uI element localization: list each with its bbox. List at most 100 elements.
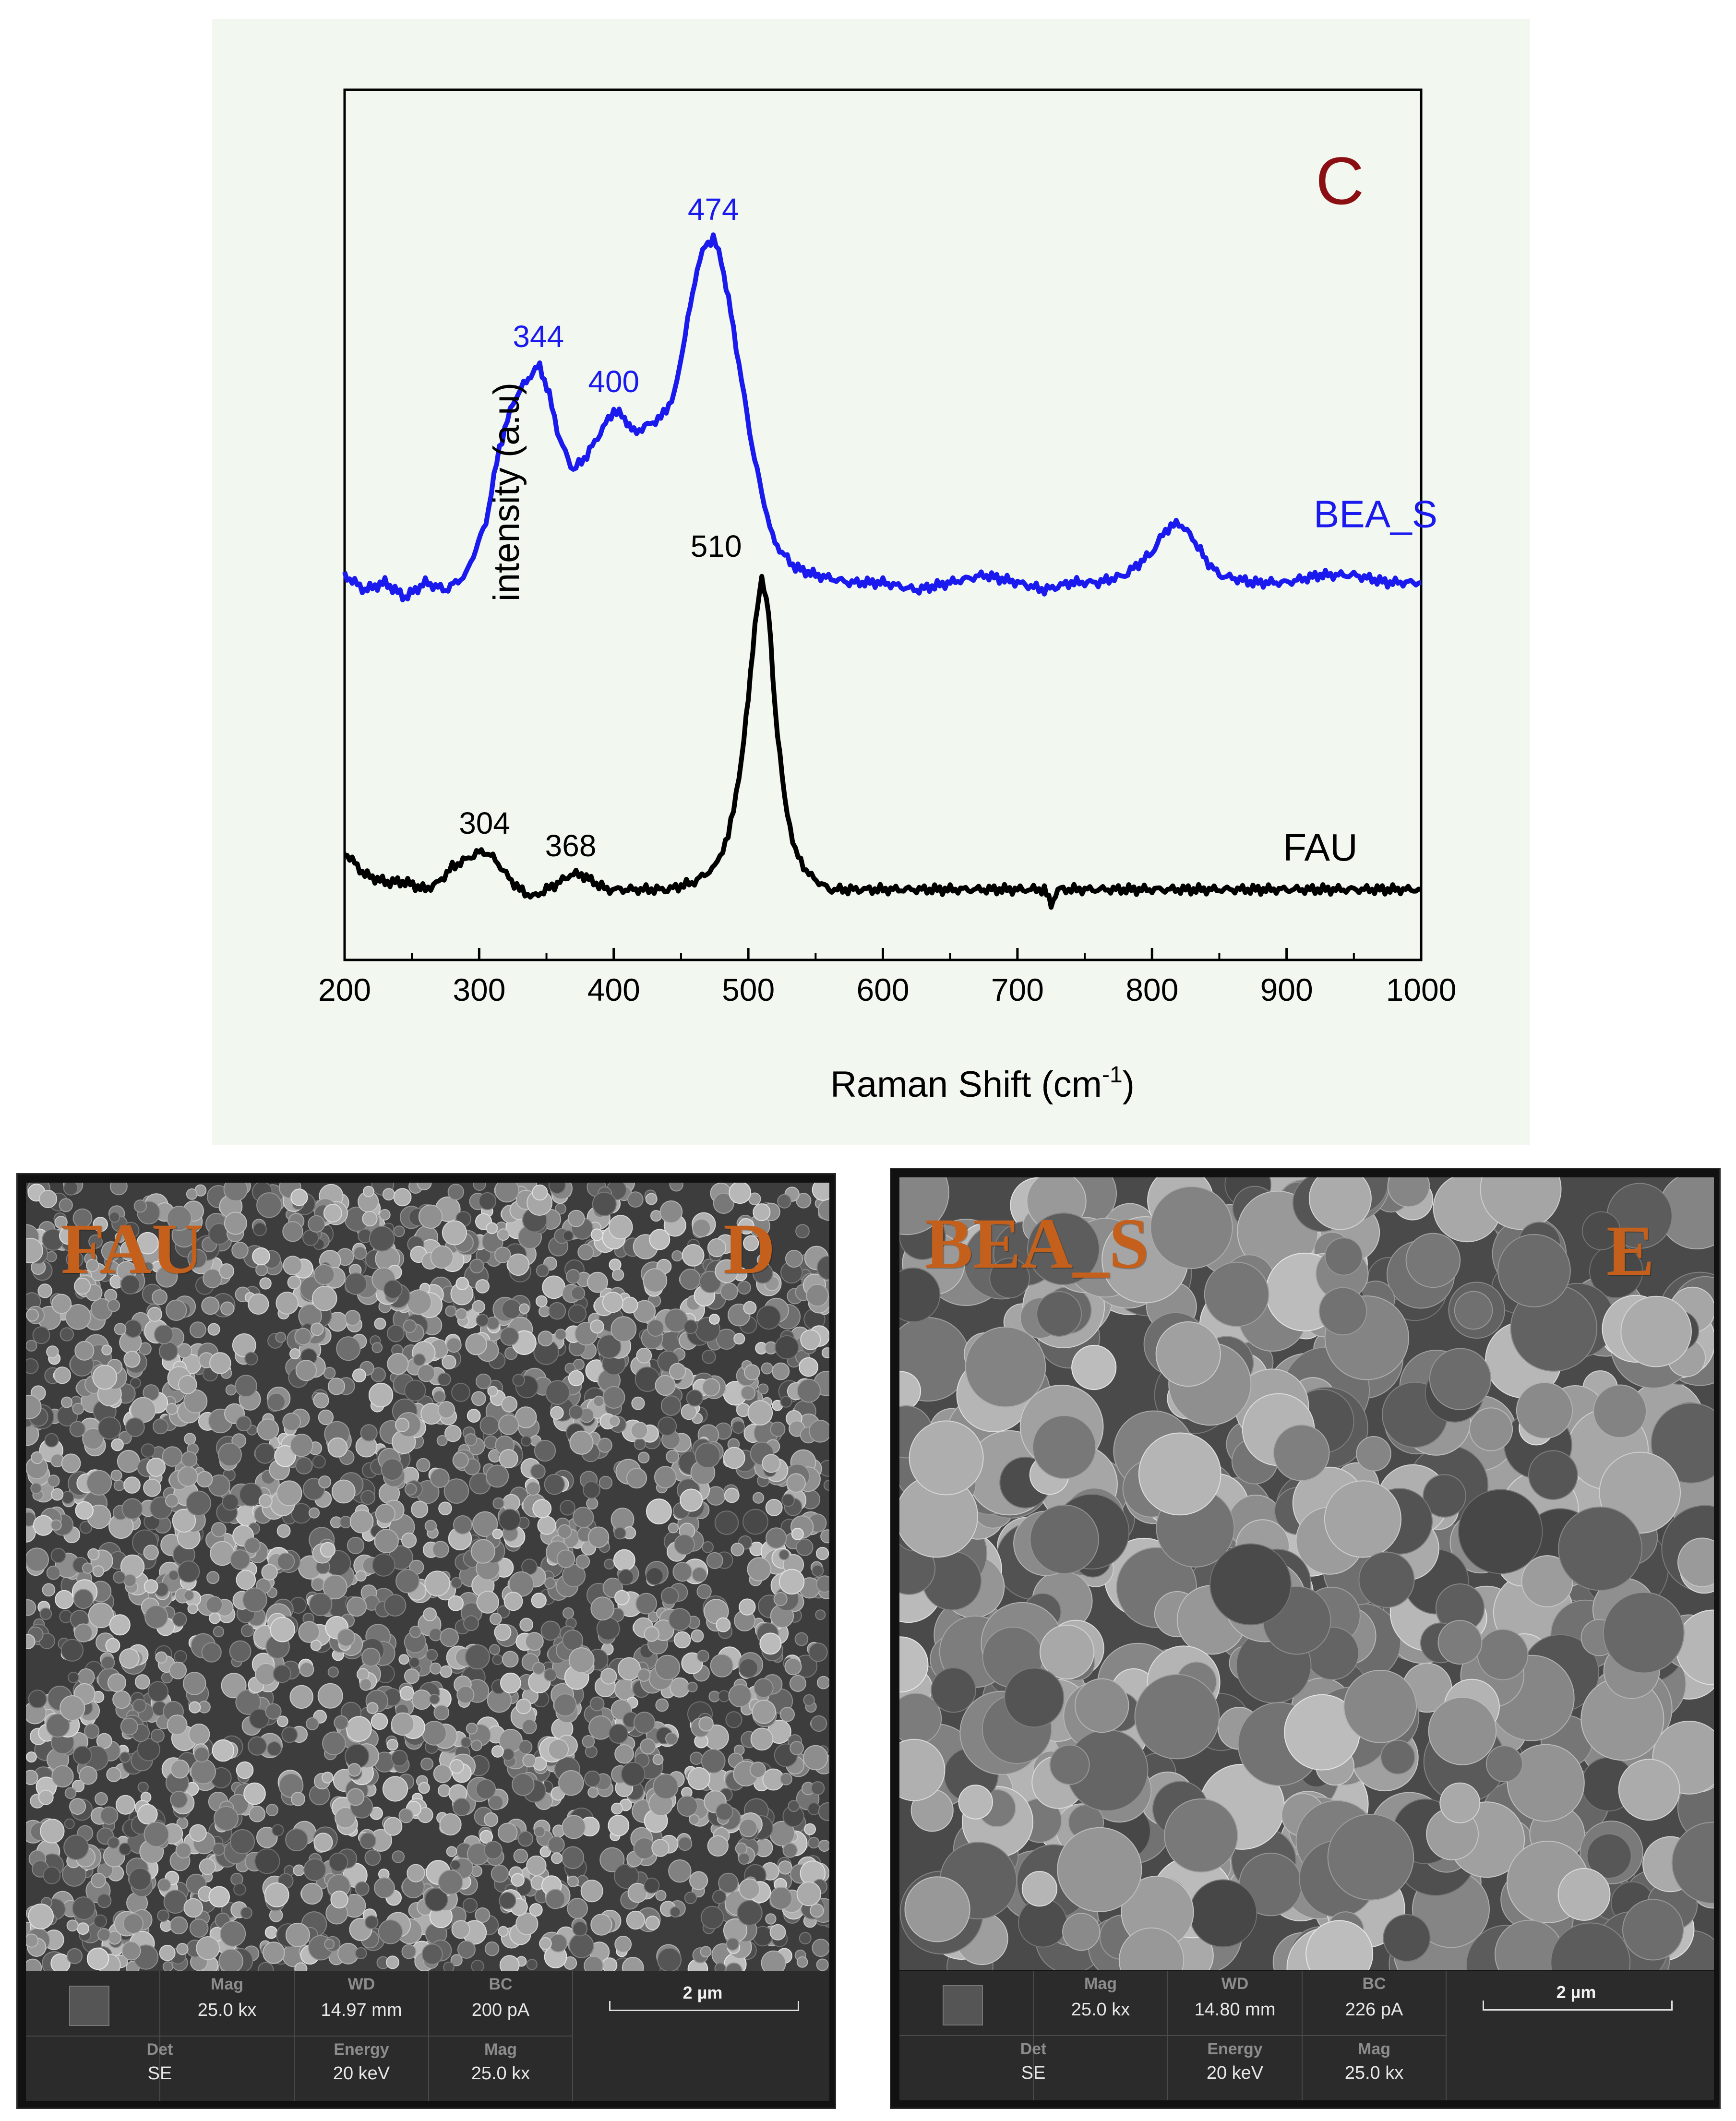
sem-particle [243, 1782, 266, 1805]
sem-particle [183, 1590, 195, 1601]
sem-particle [443, 1478, 469, 1504]
sem-particle [702, 1378, 720, 1397]
sem-particle [668, 1522, 679, 1534]
sem-particle [327, 1437, 348, 1458]
sem-particle [668, 1859, 692, 1883]
sem-particle [324, 1939, 335, 1950]
sem-particle [452, 1797, 471, 1817]
sem-particle [498, 1926, 509, 1937]
sem-particle [256, 1826, 278, 1848]
sem-particle [818, 1839, 829, 1852]
sem-particle [404, 1483, 417, 1496]
sem-particle [422, 1721, 447, 1746]
sem-particle [511, 1873, 525, 1887]
sem-particle [464, 1433, 478, 1446]
sem-particle [378, 1919, 403, 1944]
sem-particle [484, 1841, 503, 1859]
sem-particle [123, 1476, 141, 1494]
detector-logo-icon [943, 1985, 983, 2025]
sem-particle [220, 1301, 235, 1316]
sem-particle [707, 1238, 727, 1258]
sem-particle [617, 1657, 641, 1681]
sem-particle [233, 1883, 246, 1896]
sem-particle [323, 1574, 347, 1600]
sem-particle [423, 1607, 437, 1621]
sem-particle [275, 1331, 287, 1343]
sem-particle [563, 1607, 574, 1619]
sem-particle [205, 1596, 223, 1614]
sem-particle [133, 1199, 147, 1213]
sem-particle [556, 1549, 575, 1568]
sem-particle [1528, 1450, 1578, 1500]
sem-particle [611, 1802, 623, 1815]
sem-particle [753, 1492, 765, 1504]
sem-particle [264, 1882, 289, 1907]
sem-particle [382, 1776, 408, 1802]
sem-particle [548, 1183, 566, 1194]
sem-particle [327, 1666, 339, 1678]
sem-particle [74, 1341, 95, 1361]
sem-particle [526, 1959, 538, 1970]
sem-particle [646, 1498, 672, 1524]
sem-particle [691, 1629, 704, 1642]
sem-particle [115, 1232, 126, 1243]
sem-particle [424, 1570, 450, 1597]
sem-particle [618, 1569, 634, 1585]
sem-particle [239, 1483, 263, 1507]
sem-particle [355, 1947, 367, 1959]
sem-particle [451, 1920, 470, 1939]
sem-particle [144, 1579, 158, 1594]
sem-particle [816, 1255, 829, 1280]
sem-particle [106, 1767, 121, 1783]
sem-particle [543, 1668, 557, 1682]
sem-particle [327, 1378, 346, 1395]
sem-particle [609, 1258, 622, 1271]
sem-particle [72, 1896, 96, 1920]
sem-particle [93, 1914, 108, 1929]
sem-particle [329, 1852, 348, 1872]
sem-particle [687, 1681, 698, 1693]
sem-particle [498, 1414, 519, 1435]
sem-particle [231, 1242, 249, 1259]
sem-particle [42, 1583, 56, 1597]
sem-particle [39, 1607, 52, 1620]
sem-particle [322, 1772, 334, 1784]
sem-particle [535, 1295, 548, 1307]
sem-particle [361, 1647, 381, 1667]
sem-particle [424, 1888, 448, 1912]
sem-particle [30, 1482, 42, 1494]
sem-particle [254, 1848, 280, 1874]
sem-particle [778, 1860, 792, 1875]
sem-particle [159, 1944, 176, 1961]
sem-particle [1209, 1543, 1292, 1626]
sem-particle [1586, 1833, 1632, 1879]
raman-chart-panel: 200 300 400 500 600 700 800 900 1000 BEA_S 344 400… [212, 19, 1530, 1145]
sem-particle [242, 1587, 267, 1613]
sem-particle [759, 1632, 782, 1655]
sem-particle [266, 1741, 282, 1757]
peak-label: 304 [459, 806, 510, 840]
sem-particle [689, 1814, 700, 1825]
sem-panel-letter: E [1606, 1211, 1655, 1291]
sem-particle [416, 1458, 431, 1472]
sem-particle [645, 1916, 660, 1930]
sem-particle [152, 1289, 168, 1306]
energy-cell: Energy 20 keV [295, 2036, 429, 2101]
sem-particle [26, 1340, 37, 1352]
sem-particle [503, 1592, 523, 1611]
scale-bar [1483, 2001, 1673, 2011]
sem-particle [1021, 1871, 1057, 1907]
sem-particle [465, 1333, 488, 1355]
sem-particle [120, 1717, 138, 1736]
sem-particle [38, 1189, 58, 1209]
sem-particle [437, 1372, 451, 1386]
sem-particle [795, 1224, 810, 1239]
sem-particle [596, 1617, 620, 1641]
sem-particle [1380, 1739, 1415, 1775]
sem-particle [590, 1596, 615, 1621]
sem-particle [1550, 1922, 1631, 1970]
sem-particle [287, 1275, 301, 1290]
sem-particle [800, 1329, 821, 1350]
sem-particle [1516, 1382, 1573, 1439]
sem-particle [429, 1662, 442, 1675]
